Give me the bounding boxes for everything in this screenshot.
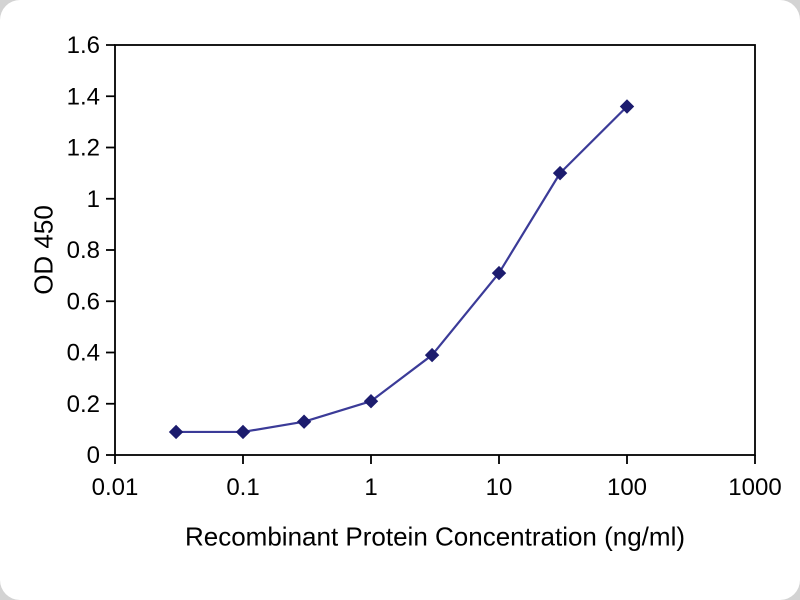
y-tick-label: 0.8 bbox=[67, 237, 100, 264]
x-tick-label: 0.01 bbox=[92, 474, 139, 501]
data-point-marker bbox=[235, 424, 251, 440]
y-tick-label: 0 bbox=[87, 442, 100, 469]
data-point-marker bbox=[552, 165, 568, 181]
y-tick-label: 1.2 bbox=[67, 135, 100, 162]
y-tick-label: 0.4 bbox=[67, 340, 100, 367]
plot-border bbox=[114, 44, 756, 456]
data-point-marker bbox=[619, 99, 635, 114]
x-tick-label: 0.1 bbox=[226, 474, 259, 501]
y-tick-label: 1.4 bbox=[67, 83, 100, 110]
y-axis-title: OD 450 bbox=[28, 205, 59, 295]
y-tick-label: 0.6 bbox=[67, 288, 100, 315]
data-point-marker bbox=[296, 414, 312, 429]
data-point-marker bbox=[168, 424, 184, 440]
data-point-marker bbox=[424, 347, 440, 363]
data-point-marker bbox=[363, 393, 379, 409]
x-tick-label: 1 bbox=[364, 474, 377, 501]
y-tick-label: 0.2 bbox=[67, 391, 100, 418]
y-tick-label: 1.6 bbox=[67, 32, 100, 59]
y-tick-label: 1 bbox=[87, 186, 100, 213]
x-tick-label: 100 bbox=[607, 474, 647, 501]
x-axis-title: Recombinant Protein Concentration (ng/ml… bbox=[184, 521, 686, 552]
x-tick-label: 1000 bbox=[728, 474, 781, 501]
data-line bbox=[176, 105, 628, 434]
x-tick-label: 10 bbox=[486, 474, 513, 501]
data-point-marker bbox=[491, 265, 507, 281]
